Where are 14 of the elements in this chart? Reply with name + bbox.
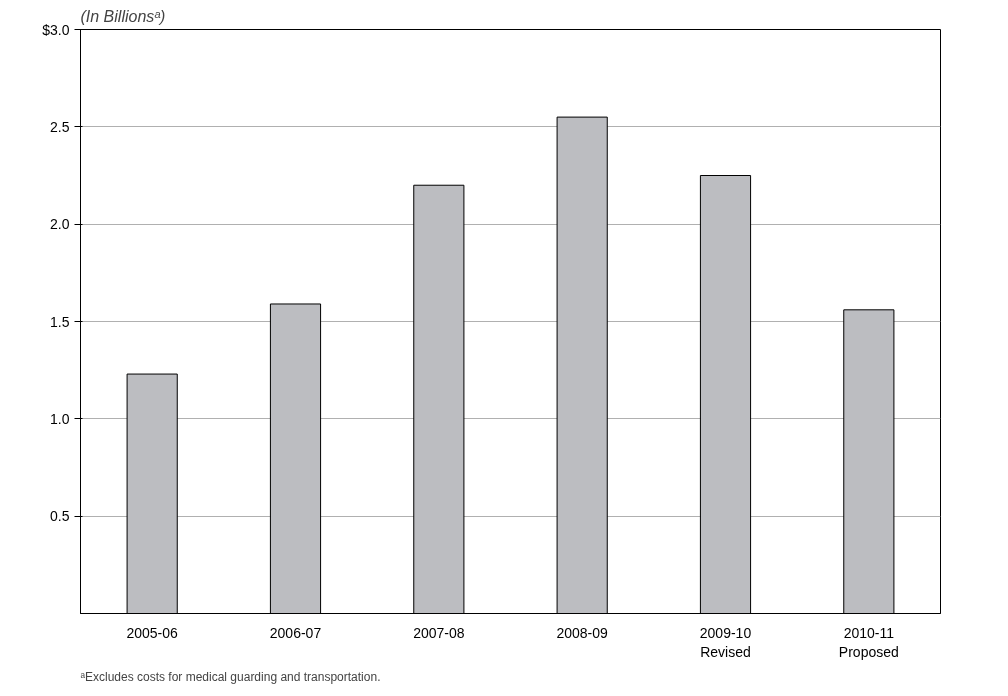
y-tick-label: 2.0 — [50, 216, 70, 233]
chart-title: (In Billionsᵃ) — [80, 7, 166, 25]
x-tick-label: 2010-11 Proposed — [838, 624, 899, 660]
x-tick-label: 2005-06 — [126, 624, 179, 641]
text: ᵃExcludes costs for medical guarding and transportation. — [80, 669, 381, 684]
y-tick-label: 0.5 — [50, 508, 70, 525]
y-tick-label: 1.5 — [50, 313, 70, 330]
y-tick-label: 1.0 — [50, 410, 70, 427]
x-tick-label: 2009-10 Revised — [699, 624, 752, 660]
y-tick-label: $3.0 — [42, 21, 70, 38]
x-tick-label: 2008-09 — [556, 624, 609, 641]
y-tick-label: 2.5 — [50, 118, 70, 135]
x-tick-label: 2007-08 — [413, 624, 465, 641]
x-tick-label: 2006-07 — [269, 624, 322, 641]
